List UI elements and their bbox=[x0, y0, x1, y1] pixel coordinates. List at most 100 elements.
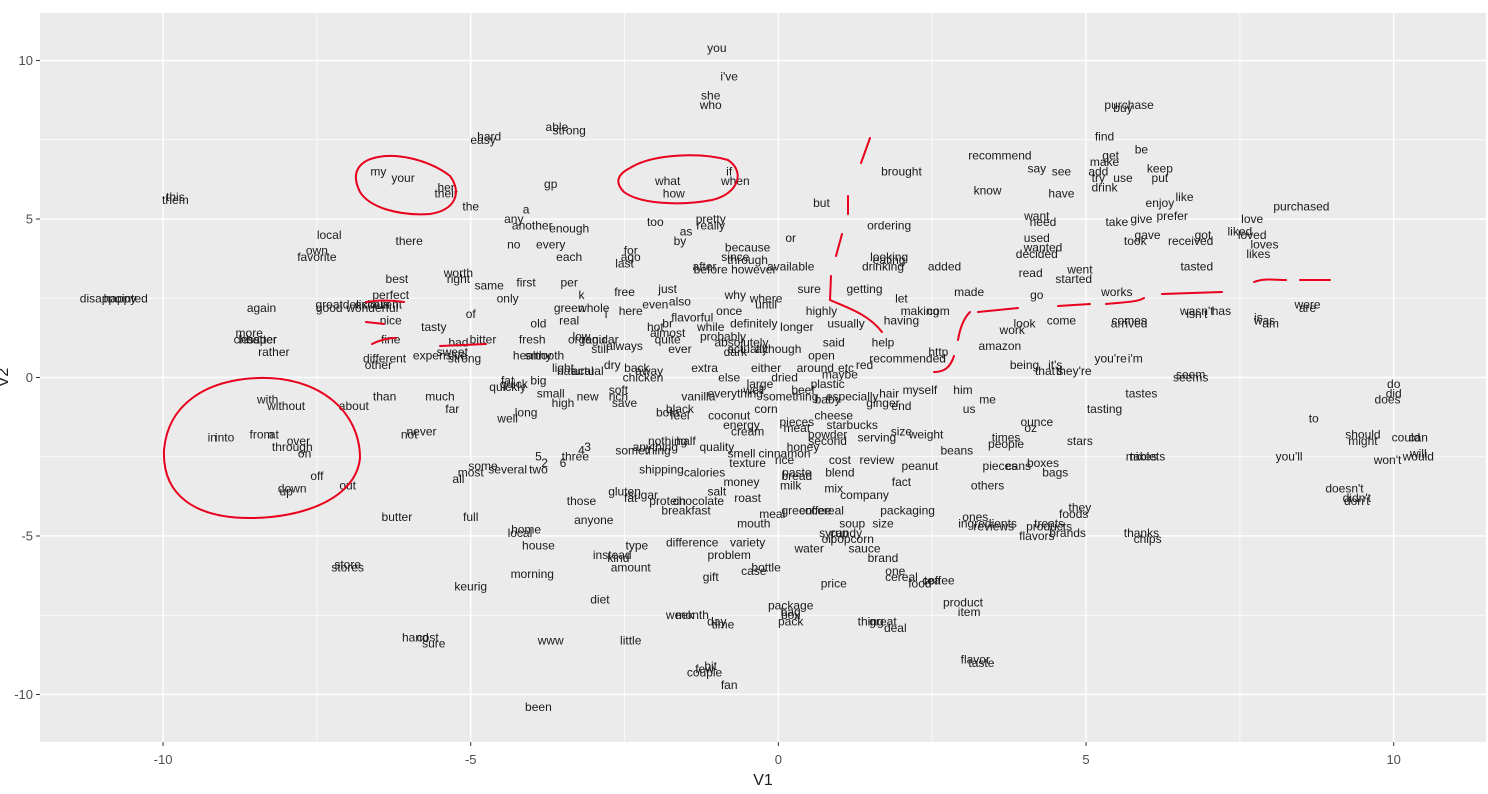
word-point: organic bbox=[568, 332, 607, 346]
word-point: soup bbox=[839, 516, 865, 530]
word-point: coffee bbox=[922, 573, 955, 587]
word-point: com bbox=[927, 304, 950, 318]
word-point: through bbox=[727, 253, 768, 267]
word-point: quickly bbox=[489, 380, 526, 394]
word-point: flavors bbox=[1019, 529, 1054, 543]
word-point: month bbox=[676, 608, 709, 622]
word-point: took bbox=[1124, 234, 1148, 248]
word-point: times bbox=[992, 431, 1021, 445]
word-point: before bbox=[694, 263, 728, 277]
word-point: packaging bbox=[880, 504, 935, 518]
word-point: any bbox=[504, 212, 523, 226]
word-point: those bbox=[567, 494, 597, 508]
word-point: tasty bbox=[421, 320, 446, 334]
word-point: do bbox=[1387, 377, 1401, 391]
word-point: enough bbox=[549, 222, 589, 236]
word-point: kind bbox=[607, 551, 629, 565]
word-point: stars bbox=[1067, 434, 1093, 448]
word-point: around bbox=[797, 361, 834, 375]
annotation-dash-7 bbox=[977, 307, 1019, 313]
word-point: per bbox=[561, 275, 578, 289]
word-point: how bbox=[663, 187, 685, 201]
annotation-dash-1 bbox=[860, 137, 871, 164]
word-point: purchase bbox=[1104, 98, 1154, 112]
word-point: getting bbox=[847, 282, 883, 296]
word-point: add bbox=[1088, 164, 1108, 178]
x-tick-label: 5 bbox=[1082, 752, 1089, 767]
word-point: same bbox=[475, 279, 505, 293]
word-point: know bbox=[974, 183, 1002, 197]
word-point: pack bbox=[778, 615, 804, 629]
word-point: people bbox=[988, 437, 1024, 451]
word-point: comes bbox=[1111, 313, 1146, 327]
y-axis-title: V2 bbox=[0, 368, 12, 388]
word-point: more bbox=[236, 326, 264, 340]
word-point: corn bbox=[754, 402, 777, 416]
word-point: bottle bbox=[751, 561, 781, 575]
word-point: popcorn bbox=[831, 532, 874, 546]
word-point: will bbox=[1409, 447, 1427, 461]
annotation-dash-8 bbox=[1057, 303, 1091, 307]
word-point: quite bbox=[655, 332, 681, 346]
annotation-dash-16 bbox=[365, 299, 405, 303]
word-point: might bbox=[1348, 434, 1378, 448]
word-point: cinnamon bbox=[759, 447, 811, 461]
minor-gridlines bbox=[40, 13, 1486, 742]
word-point: price bbox=[821, 577, 847, 591]
word-point: brand bbox=[868, 551, 899, 565]
word-point: of bbox=[466, 307, 477, 321]
word-point: she bbox=[701, 88, 721, 102]
word-point: ever bbox=[668, 342, 691, 356]
word-point: review bbox=[859, 453, 894, 467]
word-point: what bbox=[654, 174, 681, 188]
word-point: would bbox=[1402, 450, 1434, 464]
annotation-dash-9 bbox=[1105, 297, 1145, 305]
word-point: www bbox=[537, 634, 564, 648]
word-point: 6 bbox=[560, 456, 567, 470]
word-point: best bbox=[386, 272, 409, 286]
word-point: making bbox=[901, 304, 940, 318]
word-point: drinking bbox=[862, 260, 904, 274]
word-point: but bbox=[813, 196, 830, 210]
word-point: small bbox=[537, 386, 565, 400]
word-point: absolutely bbox=[714, 336, 768, 350]
word-point: brands bbox=[1049, 526, 1086, 540]
word-point: say bbox=[1027, 161, 1046, 175]
word-point: are bbox=[1299, 301, 1317, 315]
word-point: breakfast bbox=[661, 504, 711, 518]
word-point: maybe bbox=[822, 367, 858, 381]
word-point: coffee bbox=[799, 504, 832, 518]
word-point: food bbox=[908, 577, 931, 591]
word-point: great bbox=[869, 615, 897, 629]
word-point: hot bbox=[647, 320, 664, 334]
word-point: local bbox=[317, 228, 342, 242]
word-point: into bbox=[215, 431, 235, 445]
word-point: regular bbox=[581, 332, 618, 346]
word-point: have bbox=[1048, 187, 1074, 201]
word-point: sugar bbox=[628, 488, 658, 502]
word-point: on bbox=[298, 447, 311, 461]
word-point: likes bbox=[1246, 247, 1270, 261]
word-point: bread bbox=[781, 469, 812, 483]
word-point: try bbox=[1092, 171, 1105, 185]
annotation-dash-3 bbox=[835, 233, 843, 257]
word-point: quality bbox=[700, 440, 735, 454]
word-point: anything bbox=[633, 440, 678, 454]
word-point: prefer bbox=[1157, 209, 1188, 223]
word-point: over bbox=[287, 434, 310, 448]
word-point: three bbox=[562, 450, 590, 464]
word-point: pieces bbox=[779, 415, 814, 429]
word-point: ginger bbox=[866, 396, 899, 410]
word-point: plastic bbox=[811, 377, 845, 391]
word-point: flavorful bbox=[671, 310, 713, 324]
word-point: happy bbox=[104, 291, 137, 305]
word-point: usually bbox=[827, 317, 864, 331]
word-point: roast bbox=[734, 491, 761, 505]
word-point: from bbox=[250, 428, 274, 442]
word-point: highly bbox=[806, 304, 837, 318]
word-point: instead bbox=[593, 548, 632, 562]
word-point: 5 bbox=[535, 450, 542, 464]
word-point: difference bbox=[666, 535, 719, 549]
word-point: baby bbox=[815, 393, 841, 407]
x-axis-title: V1 bbox=[753, 772, 773, 789]
